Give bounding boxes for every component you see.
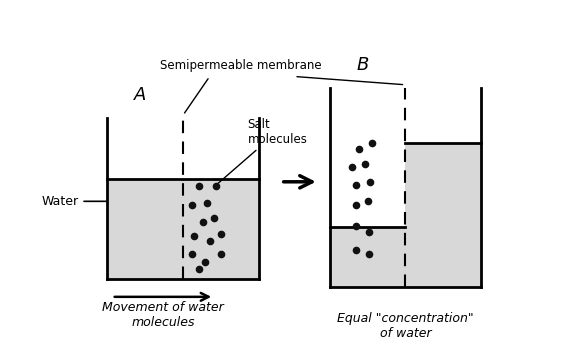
Bar xyxy=(329,227,405,287)
Text: B: B xyxy=(357,56,369,74)
Text: A: A xyxy=(134,86,147,104)
Text: Equal "concentration"
of water: Equal "concentration" of water xyxy=(337,312,474,340)
Text: Salt
molecules: Salt molecules xyxy=(214,118,307,187)
Text: Semipermeable membrane: Semipermeable membrane xyxy=(160,59,321,72)
Bar xyxy=(107,179,258,279)
Bar xyxy=(405,143,481,287)
Text: Movement of water
molecules: Movement of water molecules xyxy=(102,301,224,329)
Text: Water: Water xyxy=(41,195,107,208)
